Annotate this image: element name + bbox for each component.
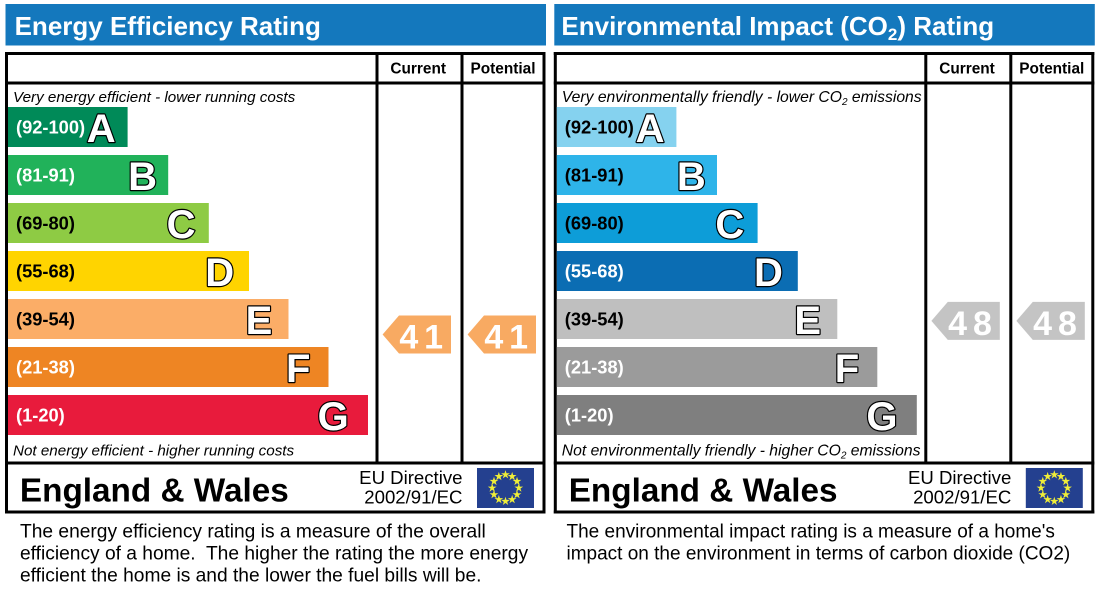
svg-text:4: 4: [484, 319, 503, 357]
svg-text:(69-80): (69-80): [565, 213, 624, 234]
svg-text:4: 4: [948, 305, 967, 343]
svg-text:G: G: [318, 395, 349, 439]
svg-text:(55-68): (55-68): [16, 261, 75, 282]
svg-text:Not energy efficient - higher: Not energy efficient - higher running co…: [13, 443, 295, 460]
svg-text:(1-20): (1-20): [16, 405, 65, 426]
svg-text:The energy efficiency rating i: The energy efficiency rating is a measur…: [20, 522, 486, 543]
svg-text:2002/91/EC: 2002/91/EC: [913, 487, 1011, 508]
svg-text:(69-80): (69-80): [16, 213, 75, 234]
svg-text:(39-54): (39-54): [565, 309, 624, 330]
svg-text:C: C: [715, 203, 744, 247]
svg-text:impact on the environment in t: impact on the environment in terms of ca…: [567, 544, 1071, 565]
svg-text:EU Directive: EU Directive: [908, 467, 1011, 488]
svg-text:Energy Efficiency Rating: Energy Efficiency Rating: [15, 11, 321, 41]
svg-text:2002/91/EC: 2002/91/EC: [364, 487, 462, 508]
svg-text:F: F: [286, 347, 310, 391]
svg-text:E: E: [246, 299, 273, 343]
svg-text:Very energy efficient - lower: Very energy efficient - lower running co…: [13, 89, 296, 106]
svg-text:D: D: [205, 251, 234, 295]
svg-text:A: A: [87, 107, 116, 151]
svg-text:(21-38): (21-38): [16, 357, 75, 378]
svg-text:1: 1: [424, 319, 443, 357]
svg-text:8: 8: [973, 305, 992, 343]
svg-text:B: B: [128, 155, 157, 199]
svg-text:England & Wales: England & Wales: [20, 473, 289, 510]
svg-text:Not environmentally friendly -: Not environmentally friendly - higher CO…: [562, 443, 921, 462]
svg-text:(81-91): (81-91): [16, 165, 75, 186]
svg-text:C: C: [167, 203, 196, 247]
svg-text:England & Wales: England & Wales: [569, 473, 838, 510]
svg-text:efficiency of a home. The hig: efficiency of a home. The higher the rat…: [20, 544, 528, 565]
svg-text:efficient the home is and the: efficient the home is and the lower the …: [20, 566, 481, 587]
svg-text:E: E: [794, 299, 821, 343]
svg-text:F: F: [835, 347, 859, 391]
svg-text:4: 4: [1033, 305, 1052, 343]
svg-text:Current: Current: [390, 61, 446, 78]
svg-text:Potential: Potential: [471, 61, 536, 78]
svg-text:Very environmentally friendly: Very environmentally friendly - lower CO…: [562, 89, 922, 108]
svg-text:8: 8: [1058, 305, 1077, 343]
svg-text:(92-100): (92-100): [565, 117, 634, 138]
svg-text:G: G: [866, 395, 897, 439]
svg-text:B: B: [677, 155, 706, 199]
svg-text:(1-20): (1-20): [565, 405, 614, 426]
svg-text:(39-54): (39-54): [16, 309, 75, 330]
svg-text:(92-100): (92-100): [16, 117, 85, 138]
svg-text:(81-91): (81-91): [565, 165, 624, 186]
svg-text:Current: Current: [939, 61, 995, 78]
svg-text:EU Directive: EU Directive: [359, 467, 462, 488]
svg-text:(21-38): (21-38): [565, 357, 624, 378]
svg-text:D: D: [754, 251, 783, 295]
svg-text:(55-68): (55-68): [565, 261, 624, 282]
svg-text:A: A: [636, 107, 665, 151]
svg-text:1: 1: [509, 319, 528, 357]
svg-text:Environmental Impact (CO2) Rat: Environmental Impact (CO2) Rating: [561, 11, 994, 44]
svg-text:4: 4: [399, 319, 418, 357]
svg-text:Potential: Potential: [1019, 61, 1084, 78]
svg-text:The environmental impact ratin: The environmental impact rating is a mea…: [567, 522, 1055, 543]
